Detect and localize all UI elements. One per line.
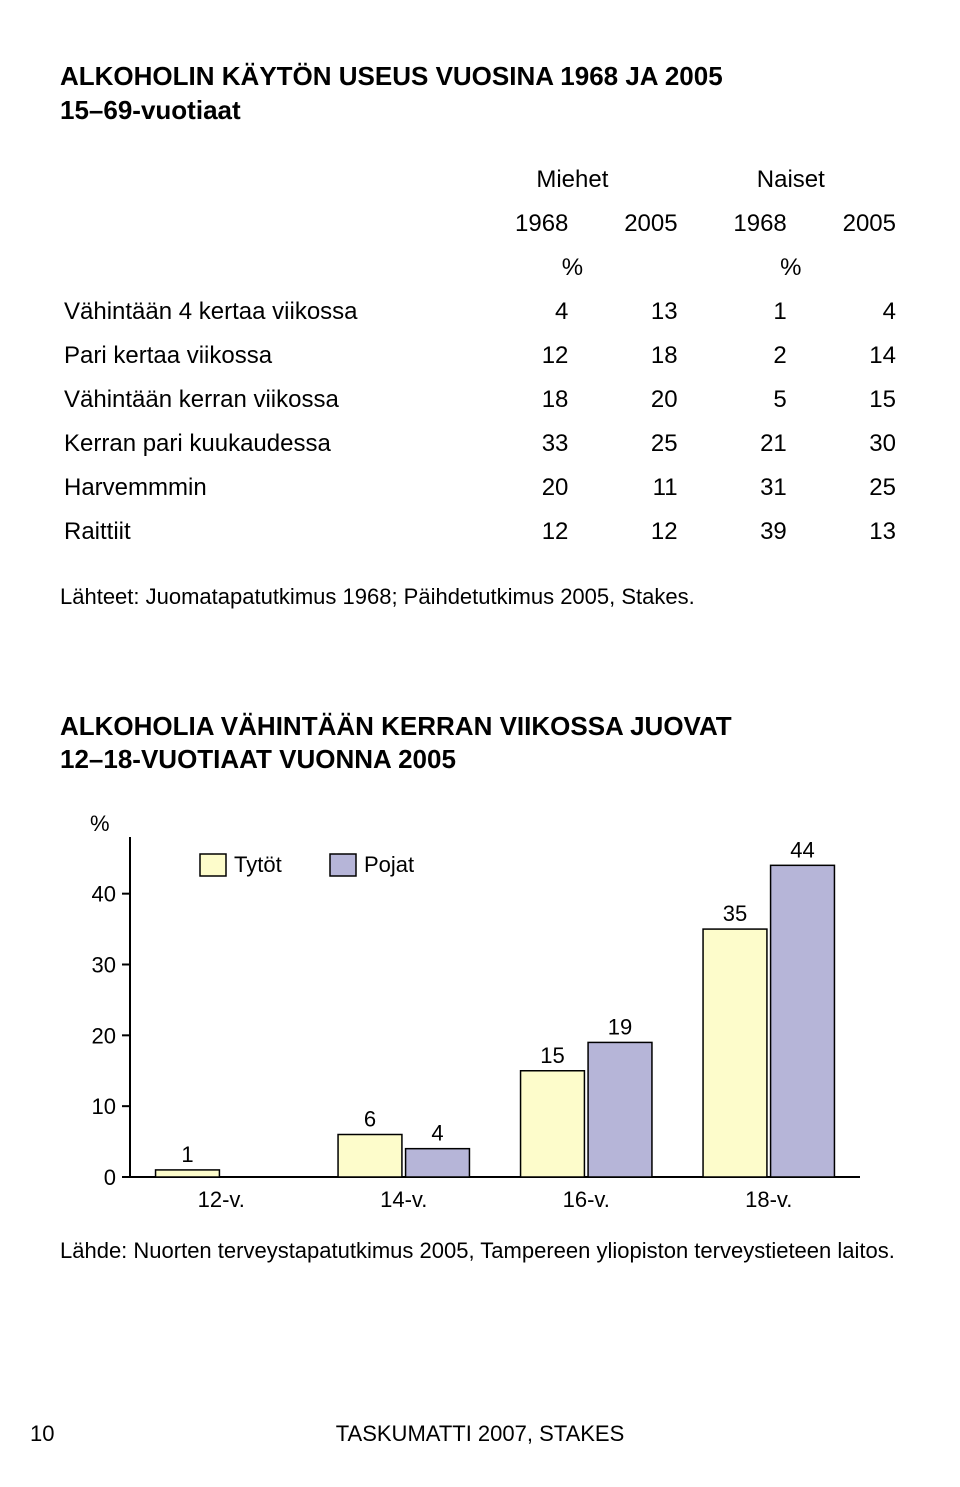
cell-n05: 14 — [791, 334, 900, 378]
cell-n68: 1 — [682, 290, 791, 334]
cell-m68: 18 — [463, 378, 572, 422]
section1-source: Lähteet: Juomatapatutkimus 1968; Päihdet… — [60, 584, 900, 610]
svg-text:15: 15 — [540, 1043, 564, 1068]
svg-text:0: 0 — [104, 1165, 116, 1190]
svg-text:30: 30 — [92, 953, 116, 978]
svg-text:18-v.: 18-v. — [745, 1187, 792, 1212]
svg-text:6: 6 — [364, 1107, 376, 1132]
svg-text:16-v.: 16-v. — [563, 1187, 610, 1212]
section1-title: ALKOHOLIN KÄYTÖN USEUS VUOSINA 1968 JA 2… — [60, 60, 900, 128]
pct-n: % — [682, 246, 900, 290]
svg-text:Tytöt: Tytöt — [234, 852, 282, 877]
row-label: Vähintään kerran viikossa — [60, 378, 463, 422]
svg-text:40: 40 — [92, 882, 116, 907]
cell-m05: 12 — [572, 510, 681, 554]
chart-svg: 0 10 20 30 40% 112-v. 6 4 14-v. 15 19 16-v. 35 44 18-v… — [60, 807, 880, 1227]
section2-title-line2: 12–18-VUOTIAAT VUONNA 2005 — [60, 744, 456, 774]
cell-m05: 11 — [572, 466, 681, 510]
col-1968-n: 1968 — [682, 202, 791, 246]
col-group-miehet: Miehet — [463, 158, 681, 202]
cell-n05: 30 — [791, 422, 900, 466]
svg-text:Pojat: Pojat — [364, 852, 414, 877]
svg-text:20: 20 — [92, 1024, 116, 1049]
cell-n68: 5 — [682, 378, 791, 422]
cell-m68: 20 — [463, 466, 572, 510]
cell-n05: 13 — [791, 510, 900, 554]
row-label: Harvemmmin — [60, 466, 463, 510]
col-2005-n: 2005 — [791, 202, 900, 246]
cell-m05: 13 — [572, 290, 681, 334]
cell-m68: 4 — [463, 290, 572, 334]
section1-title-line1: ALKOHOLIN KÄYTÖN USEUS VUOSINA 1968 JA 2… — [60, 61, 723, 91]
svg-text:44: 44 — [790, 838, 814, 863]
section1-title-line2: 15–69-vuotiaat — [60, 95, 241, 125]
cell-n05: 15 — [791, 378, 900, 422]
col-1968-m: 1968 — [463, 202, 572, 246]
table-row: Raittiit12123913 — [60, 510, 900, 554]
col-2005-m: 2005 — [572, 202, 681, 246]
cell-m68: 12 — [463, 334, 572, 378]
frequency-table: Miehet Naiset 1968 2005 1968 2005 % % Vä… — [60, 158, 900, 554]
cell-n68: 21 — [682, 422, 791, 466]
cell-m68: 12 — [463, 510, 572, 554]
cell-n68: 39 — [682, 510, 791, 554]
table-row: Pari kertaa viikossa1218214 — [60, 334, 900, 378]
section2-title: ALKOHOLIA VÄHINTÄÄN KERRAN VIIKOSSA JUOV… — [60, 710, 900, 778]
svg-text:4: 4 — [431, 1121, 443, 1146]
cell-m68: 33 — [463, 422, 572, 466]
cell-n05: 25 — [791, 466, 900, 510]
cell-n68: 2 — [682, 334, 791, 378]
table-row: Vähintään kerran viikossa1820515 — [60, 378, 900, 422]
svg-text:35: 35 — [723, 901, 747, 926]
cell-n05: 4 — [791, 290, 900, 334]
cell-m05: 20 — [572, 378, 681, 422]
bar-chart: 0 10 20 30 40% 112-v. 6 4 14-v. 15 19 16-v. 35 44 18-v… — [60, 807, 900, 1227]
svg-text:1: 1 — [181, 1142, 193, 1167]
pct-m: % — [463, 246, 681, 290]
section2-source: Lähde: Nuorten terveystapatutkimus 2005,… — [60, 1237, 900, 1266]
row-label: Raittiit — [60, 510, 463, 554]
svg-text:%: % — [90, 811, 110, 836]
table-row: Vähintään 4 kertaa viikossa41314 — [60, 290, 900, 334]
svg-text:14-v.: 14-v. — [380, 1187, 427, 1212]
col-group-naiset: Naiset — [682, 158, 900, 202]
svg-text:10: 10 — [92, 1094, 116, 1119]
row-label: Pari kertaa viikossa — [60, 334, 463, 378]
footer-text: TASKUMATTI 2007, STAKES — [0, 1421, 960, 1447]
cell-n68: 31 — [682, 466, 791, 510]
table-row: Harvemmmin20113125 — [60, 466, 900, 510]
cell-m05: 18 — [572, 334, 681, 378]
cell-m05: 25 — [572, 422, 681, 466]
row-label: Vähintään 4 kertaa viikossa — [60, 290, 463, 334]
row-label: Kerran pari kuukaudessa — [60, 422, 463, 466]
table-row: Kerran pari kuukaudessa33252130 — [60, 422, 900, 466]
svg-text:19: 19 — [608, 1015, 632, 1040]
section2-title-line1: ALKOHOLIA VÄHINTÄÄN KERRAN VIIKOSSA JUOV… — [60, 711, 732, 741]
svg-text:12-v.: 12-v. — [198, 1187, 245, 1212]
